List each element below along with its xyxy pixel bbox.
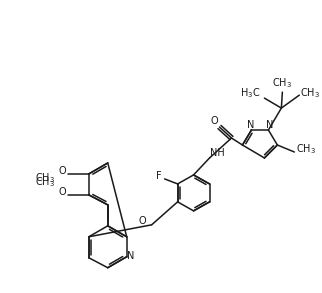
Text: O: O (139, 216, 147, 226)
Text: CH$_3$: CH$_3$ (300, 86, 320, 100)
Text: O: O (58, 187, 66, 197)
Text: CH$_3$: CH$_3$ (35, 171, 55, 185)
Text: CH$_3$: CH$_3$ (35, 175, 55, 189)
Text: F: F (156, 171, 161, 181)
Text: CH$_3$: CH$_3$ (296, 142, 316, 156)
Text: N: N (247, 120, 254, 130)
Text: O: O (211, 116, 218, 126)
Text: O: O (58, 166, 66, 176)
Text: CH$_3$: CH$_3$ (272, 76, 292, 90)
Text: H$_3$C: H$_3$C (240, 86, 260, 100)
Text: N: N (266, 120, 273, 130)
Text: N: N (127, 251, 134, 261)
Text: NH: NH (210, 148, 225, 158)
